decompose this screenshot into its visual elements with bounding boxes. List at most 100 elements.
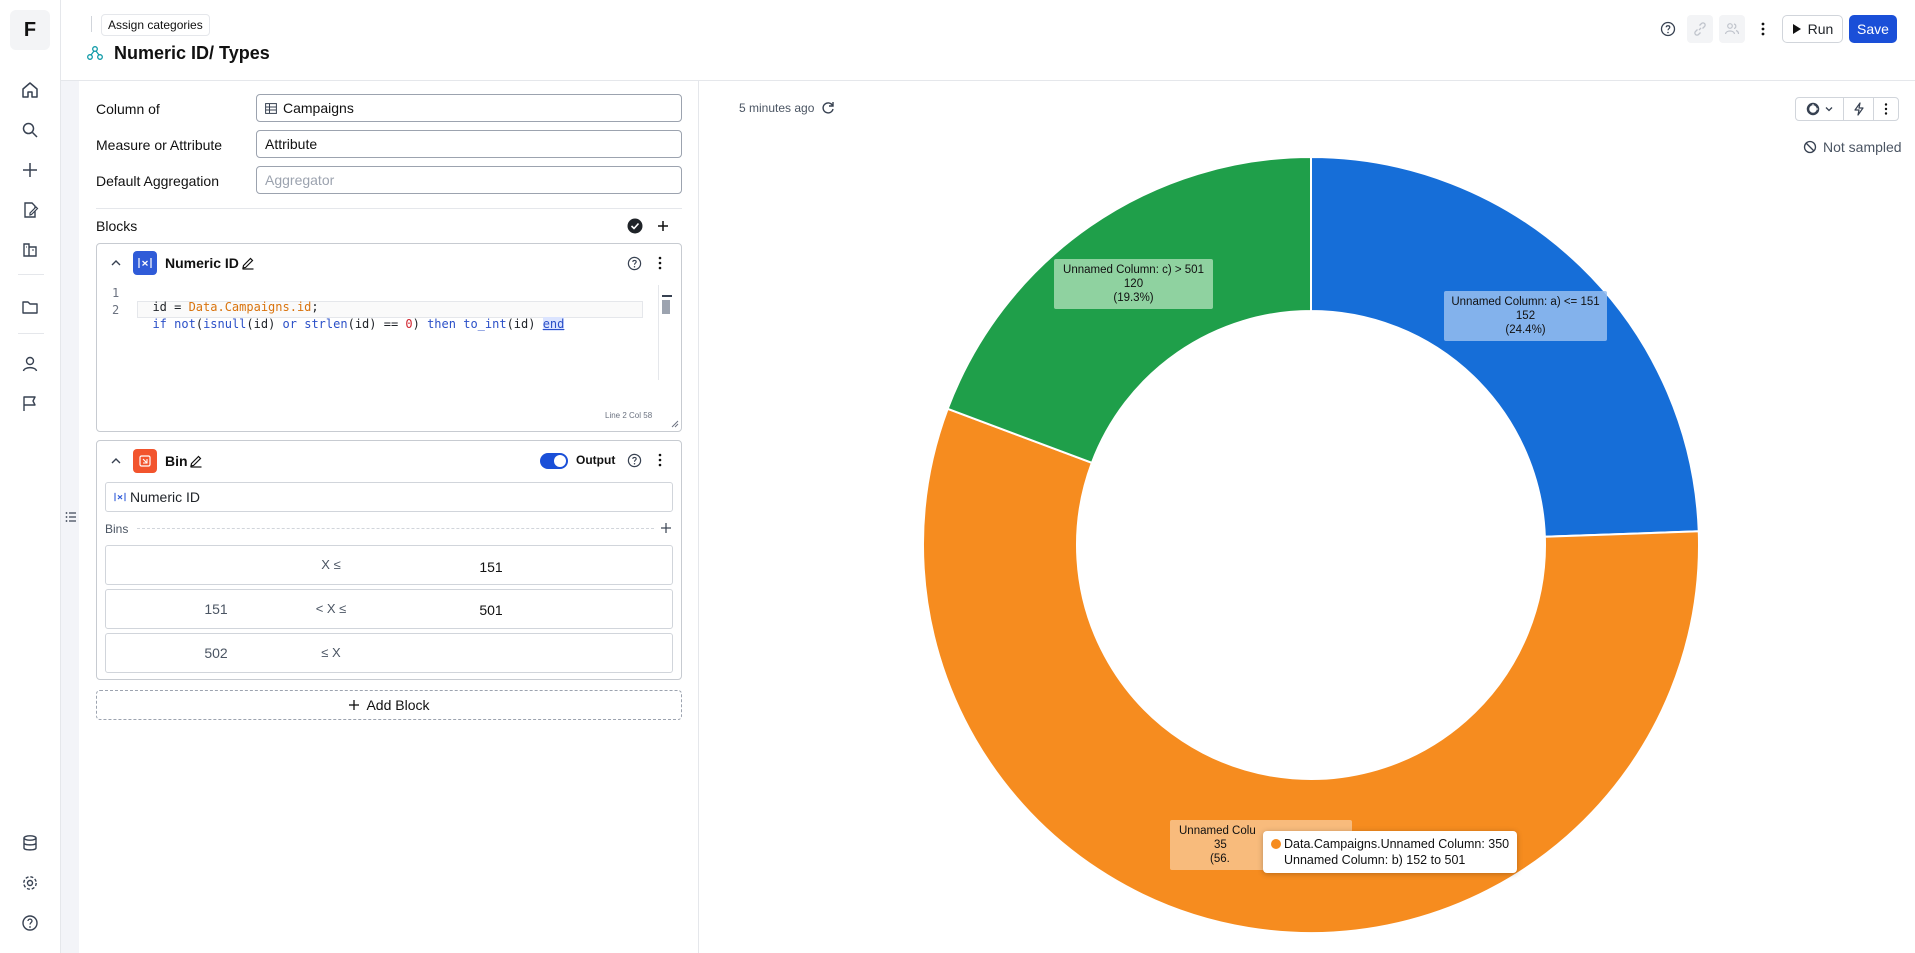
sampling-text: Not sampled [1823, 139, 1902, 155]
code-line-text: id = Data.Campaigns.id; [152, 300, 319, 314]
output-toggle[interactable] [540, 453, 568, 469]
add-icon[interactable] [18, 158, 42, 182]
output-label: Output [576, 453, 616, 467]
code-line: if not(isnull(id) or strlen(id) == 0) th… [138, 303, 565, 331]
help-icon[interactable] [627, 453, 642, 468]
divider [96, 208, 682, 209]
line-number: 1 [112, 286, 120, 300]
donut-chart-icon [1806, 102, 1819, 116]
bin-input-field[interactable]: Numeric ID [105, 482, 673, 512]
column-of-field[interactable]: Campaigns [256, 94, 682, 122]
resize-handle-icon[interactable] [671, 420, 679, 428]
chevron-up-icon[interactable] [110, 257, 122, 269]
bin-upper[interactable]: 151 [479, 559, 503, 575]
slice-label-value: 120 [1123, 278, 1144, 290]
slice-label-percent: (19.3%) [1113, 292, 1154, 304]
plus-icon [349, 700, 360, 710]
slice-label-title: Unnamed Column: c) > 501 [1063, 264, 1204, 276]
home-icon[interactable] [18, 78, 42, 102]
bin-lower[interactable]: 151 [204, 601, 228, 617]
measure-or-attribute-label: Measure or Attribute [96, 137, 223, 153]
divider [137, 528, 654, 529]
donut-slice[interactable] [946, 155, 1312, 465]
help-icon[interactable] [18, 911, 42, 935]
slice-label-a: Unnamed Column: a) <= 151 152 (24.4%) [1444, 291, 1607, 341]
bins-label: Bins [105, 522, 129, 536]
refresh-icon[interactable] [820, 100, 836, 116]
save-button[interactable]: Save [1849, 15, 1897, 43]
flag-icon[interactable] [18, 392, 42, 416]
active-line-highlight [137, 301, 643, 318]
folder-icon[interactable] [18, 295, 42, 319]
measure-or-attribute-field[interactable]: Attribute [256, 130, 682, 158]
run-label: Run [1807, 21, 1834, 37]
check-circle-icon[interactable] [627, 218, 643, 234]
chevron-up-icon[interactable] [110, 455, 122, 467]
slice-label-value: 152 [1515, 310, 1536, 322]
slice-label-percent: (24.4%) [1505, 324, 1546, 336]
bin-upper[interactable]: 501 [479, 602, 503, 618]
bin-operator: ≤ X [321, 645, 341, 660]
share-users-icon[interactable] [1719, 15, 1745, 43]
catalog-icon[interactable] [18, 238, 42, 262]
bin-block-title: Bin [165, 453, 188, 469]
add-block-button[interactable]: Add Block [96, 690, 682, 720]
help-icon[interactable] [627, 256, 642, 271]
add-block-icon[interactable] [655, 218, 671, 234]
top-header [61, 0, 1915, 81]
blocks-label: Blocks [96, 218, 138, 234]
edit-pencil-icon[interactable] [241, 256, 255, 270]
table-icon [265, 102, 277, 114]
settings-gear-icon[interactable] [18, 871, 42, 895]
bin-operator: X ≤ [321, 557, 341, 572]
editor-scrollbar[interactable] [658, 285, 672, 380]
chart-toolbar [1795, 97, 1899, 121]
bin-operator: < X ≤ [315, 601, 347, 616]
default-aggregation-field[interactable]: Aggregator [256, 166, 682, 194]
code-line-text: if not(isnull(id) or strlen(id) == 0) th… [152, 317, 565, 331]
chart-tooltip: Data.Campaigns.Unnamed Column: 350 Unnam… [1263, 831, 1518, 873]
left-navigation: F [0, 0, 61, 953]
app-logo[interactable]: F [10, 10, 50, 50]
more-options-icon[interactable] [1753, 15, 1773, 43]
list-toggle-icon[interactable] [65, 511, 77, 523]
edit-document-icon[interactable] [18, 198, 42, 222]
database-icon[interactable] [18, 831, 42, 855]
edit-pencil-icon[interactable] [189, 454, 203, 468]
donut-slice[interactable] [1310, 155, 1700, 538]
add-bin-icon[interactable] [660, 522, 672, 534]
link-icon[interactable] [1687, 15, 1713, 43]
bin-icon [133, 449, 157, 473]
more-options-icon[interactable] [1874, 98, 1898, 120]
user-icon[interactable] [18, 352, 42, 376]
bin-row[interactable]: 502 ≤ X [105, 633, 673, 673]
help-icon[interactable] [1657, 15, 1679, 43]
slice-label-title: Unnamed Colu [1179, 825, 1256, 837]
more-options-icon[interactable] [658, 453, 662, 467]
donut-slice[interactable] [922, 407, 1700, 934]
more-options-icon[interactable] [658, 256, 662, 270]
series-color-dot [1271, 839, 1281, 849]
lightning-icon[interactable] [1844, 98, 1874, 120]
formula-icon [114, 492, 126, 502]
slice-label-percent: (56. [1210, 853, 1230, 865]
tooltip-line: Data.Campaigns.Unnamed Column: 350 [1284, 837, 1510, 851]
bin-row[interactable]: 151 < X ≤ 501 [105, 589, 673, 629]
sampling-status: Not sampled [1803, 139, 1902, 155]
search-icon[interactable] [18, 118, 42, 142]
category-model-icon [87, 46, 103, 60]
bin-lower[interactable]: 502 [204, 645, 228, 661]
tooltip-line: Unnamed Column: b) 152 to 501 [1284, 853, 1466, 867]
run-button[interactable]: Run [1782, 15, 1843, 43]
play-icon [1792, 24, 1801, 34]
chart-type-select[interactable] [1796, 98, 1844, 120]
chevron-down-icon [1825, 107, 1832, 112]
slice-label-c: Unnamed Column: c) > 501 120 (19.3%) [1054, 259, 1213, 309]
cursor-position: Line 2 Col 58 [605, 411, 653, 420]
formula-icon [133, 251, 157, 275]
breadcrumb[interactable]: Assign categories [101, 14, 210, 36]
bin-row[interactable]: X ≤ 151 [105, 545, 673, 585]
line-number: 2 [112, 303, 120, 317]
last-run-timestamp: 5 minutes ago [739, 101, 815, 115]
